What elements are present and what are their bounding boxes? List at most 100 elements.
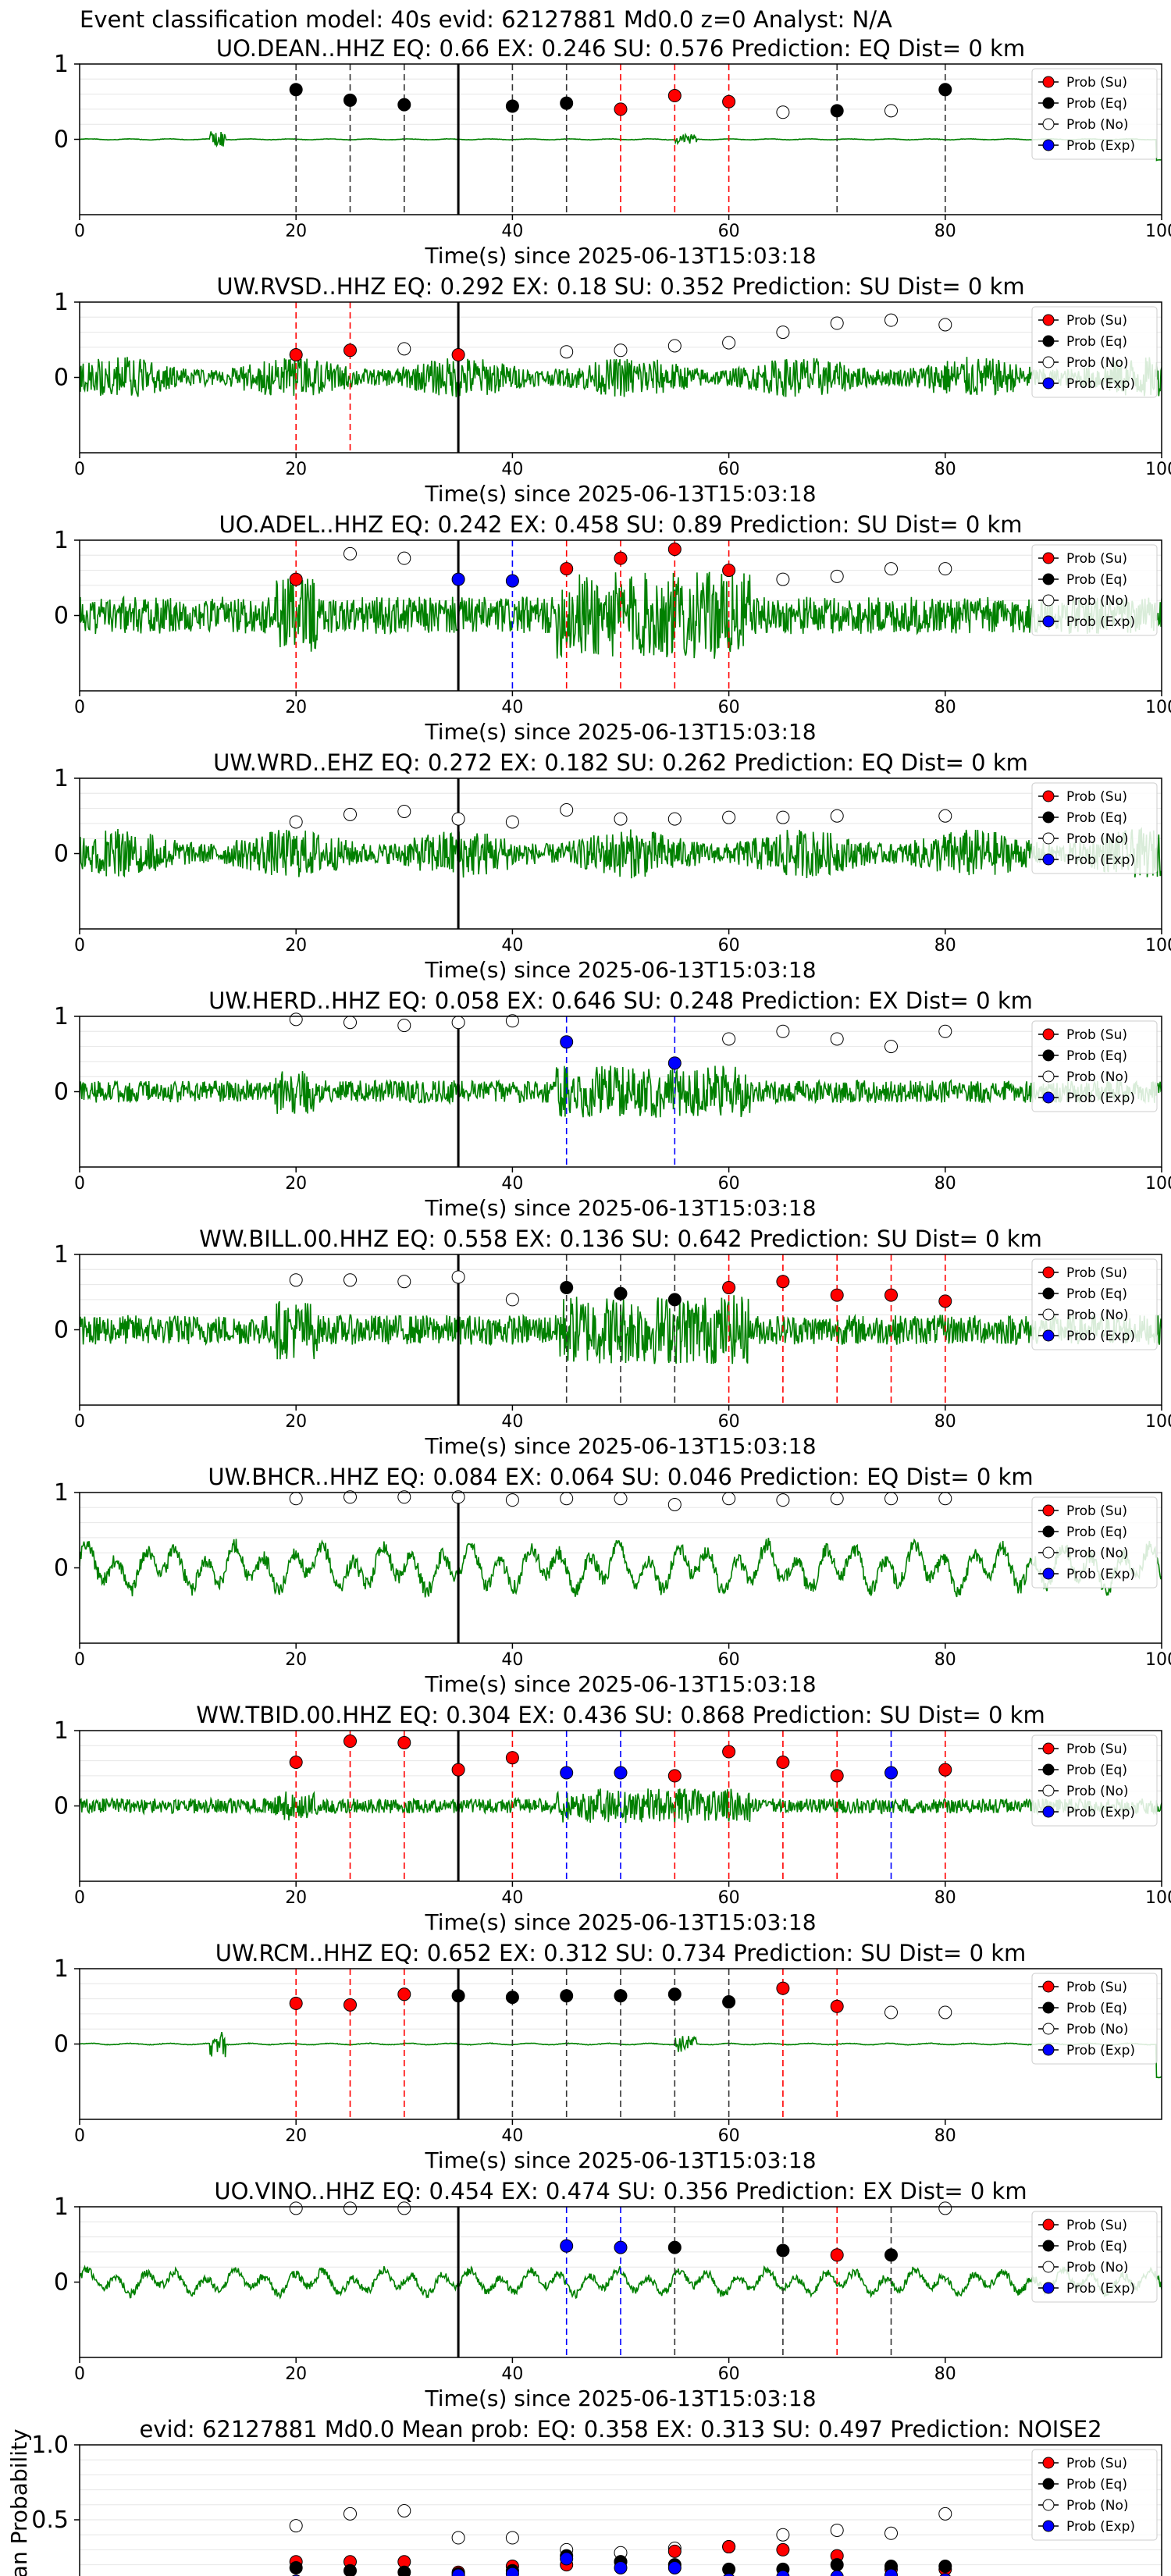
y-tick-label: 0	[54, 1317, 69, 1344]
legend-label: Prob (Su)	[1066, 789, 1127, 805]
prob-point-exp	[830, 2570, 844, 2576]
panel-11: evid: 62127881 Md0.0 Mean prob: EQ: 0.35…	[6, 2416, 1162, 2576]
prob-point-eq	[938, 83, 952, 97]
prob-point-no	[667, 339, 682, 353]
panel-1: UO.DEAN..HHZ EQ: 0.66 EX: 0.246 SU: 0.57…	[54, 35, 1171, 269]
prob-point-no	[289, 1273, 303, 1287]
legend-box	[1031, 782, 1158, 874]
prob-point-no	[722, 336, 736, 350]
figure-title: Event classification model: 40s evid: 62…	[80, 6, 892, 33]
panel-3: UO.ADEL..HHZ EQ: 0.242 EX: 0.458 SU: 0.8…	[54, 511, 1171, 745]
legend-marker-su	[1042, 1028, 1055, 1041]
legend-marker-no	[1042, 1070, 1055, 1083]
prob-point-no	[667, 1497, 682, 1511]
prob-point-su	[560, 562, 574, 576]
prob-point-su	[830, 1999, 844, 2013]
legend-marker-exp	[1042, 1329, 1055, 1342]
y-tick-label: 0.5	[31, 2507, 69, 2534]
x-axis-label: Time(s) since 2025-06-13T15:03:18	[424, 481, 816, 507]
panel-6: WW.BILL.00.HHZ EQ: 0.558 EX: 0.136 SU: 0…	[54, 1226, 1171, 1459]
x-tick-label: 60	[718, 1650, 740, 1670]
prob-point-exp	[560, 1035, 574, 1049]
legend-label: Prob (Exp)	[1066, 2281, 1135, 2297]
x-tick-label: 60	[718, 222, 740, 241]
legend-marker-eq	[1042, 335, 1055, 347]
legend-marker-exp	[1042, 1567, 1055, 1580]
x-axis-label: Time(s) since 2025-06-13T15:03:18	[424, 957, 816, 983]
prob-point-no	[397, 1275, 411, 1289]
prob-point-no	[289, 815, 303, 829]
legend-label: Prob (Eq)	[1066, 572, 1127, 588]
waveform-trace	[80, 1537, 1162, 1598]
prob-point-no	[884, 2526, 898, 2540]
prob-point-eq	[667, 1293, 682, 1307]
y-tick-label: 1	[54, 1479, 69, 1507]
prob-point-su	[667, 1769, 682, 1783]
legend-label: Prob (Su)	[1066, 2218, 1127, 2233]
prob-point-eq	[614, 1286, 628, 1300]
prob-point-eq	[560, 96, 574, 110]
legend: Prob (Su) Prob (Eq) Prob (No) Prob (Exp)	[1031, 1496, 1158, 1589]
prob-point-no	[938, 318, 952, 332]
prob-point-exp	[939, 2573, 951, 2576]
legend-label: Prob (Eq)	[1066, 334, 1127, 350]
x-tick-label: 60	[718, 1412, 740, 1432]
y-tick-label: 0	[54, 126, 69, 154]
prob-point-no	[938, 2005, 952, 2019]
legend-marker-no	[1042, 1546, 1055, 1559]
panel-title: UW.RCM..HHZ EQ: 0.652 EX: 0.312 SU: 0.73…	[215, 1940, 1027, 1966]
prob-point-su	[722, 1745, 736, 1759]
x-tick-label: 60	[718, 2364, 740, 2384]
x-tick-label: 20	[285, 2364, 307, 2384]
x-tick-label: 80	[934, 1412, 956, 1432]
prob-point-su	[343, 1735, 357, 1749]
prob-point-su	[614, 102, 628, 116]
prob-point-exp	[451, 572, 465, 586]
prob-point-eq	[397, 98, 411, 112]
x-tick-label: 60	[718, 698, 740, 717]
x-tick-label: 80	[934, 2364, 956, 2384]
prob-point-no	[614, 1492, 628, 1506]
x-tick-label: 0	[74, 1650, 85, 1670]
x-tick-label: 60	[718, 2126, 740, 2146]
x-tick-label: 20	[285, 1650, 307, 1670]
prob-point-no	[451, 812, 465, 826]
prob-point-exp	[884, 2568, 898, 2576]
legend-label: Prob (Exp)	[1066, 1567, 1135, 1582]
prob-point-su	[722, 564, 736, 578]
x-tick-label: 0	[74, 460, 85, 479]
prob-point-eq	[830, 104, 844, 118]
prob-point-eq	[505, 99, 519, 113]
axes-frame	[79, 1492, 1162, 1644]
waveform-trace	[80, 571, 1162, 659]
prob-point-su	[289, 572, 303, 586]
prob-point-no	[451, 2531, 465, 2545]
x-tick-label: 0	[74, 2126, 85, 2146]
legend-marker-exp	[1042, 2282, 1055, 2294]
x-axis-label: Time(s) since 2025-06-13T15:03:18	[424, 243, 816, 269]
prob-point-no	[560, 345, 574, 359]
prob-point-no	[884, 104, 898, 118]
prob-point-no	[397, 1019, 411, 1033]
legend-box	[1031, 2449, 1158, 2541]
prob-point-no	[776, 2528, 790, 2542]
prob-point-no	[397, 2503, 411, 2517]
legend: Prob (Su) Prob (Eq) Prob (No) Prob (Exp)	[1031, 782, 1158, 874]
prob-point-no	[776, 810, 790, 824]
prob-point-su	[830, 2248, 844, 2262]
legend-marker-su	[1042, 1742, 1055, 1755]
legend-label: Prob (Exp)	[1066, 138, 1135, 154]
legend-marker-eq	[1042, 2240, 1055, 2252]
x-tick-label: 80	[934, 698, 956, 717]
legend-label: Prob (Exp)	[1066, 614, 1135, 630]
legend-label: Prob (Eq)	[1066, 1763, 1127, 1778]
prob-point-no	[722, 810, 736, 824]
panel-title: UO.DEAN..HHZ EQ: 0.66 EX: 0.246 SU: 0.57…	[216, 35, 1025, 62]
legend-label: Prob (Eq)	[1066, 96, 1127, 112]
legend-label: Prob (No)	[1066, 593, 1129, 609]
panel-4: UW.WRD..EHZ EQ: 0.272 EX: 0.182 SU: 0.26…	[54, 749, 1171, 983]
prob-point-no	[397, 804, 411, 818]
y-tick-label: 1	[54, 527, 69, 554]
prob-point-no	[614, 812, 628, 826]
prob-point-no	[560, 803, 574, 817]
